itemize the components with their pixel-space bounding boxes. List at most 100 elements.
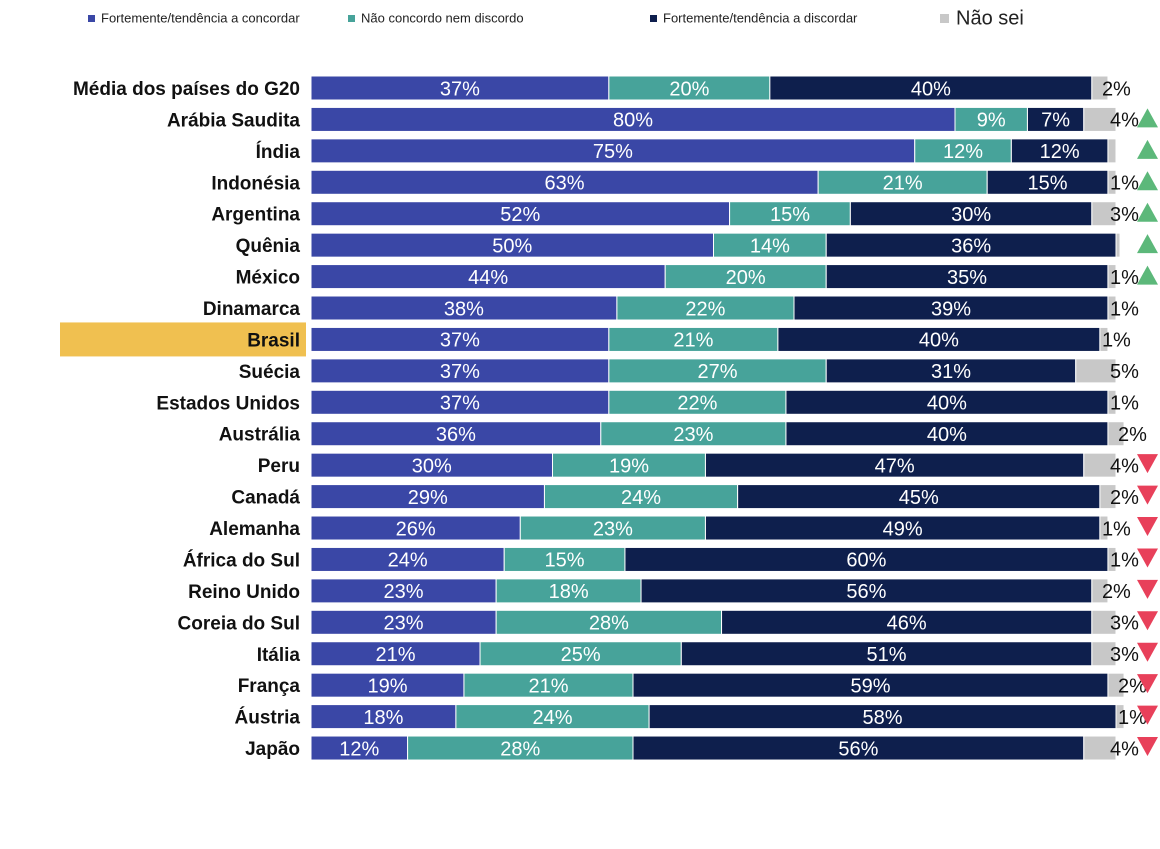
bar-segment xyxy=(1107,421,1125,447)
trend-down xyxy=(1137,737,1158,757)
value-label: 59% xyxy=(850,675,890,697)
bar-segment xyxy=(624,546,1109,572)
value-label: 56% xyxy=(838,738,878,760)
bar-segment xyxy=(310,704,457,730)
bar-segment xyxy=(1091,641,1117,667)
bar-segment xyxy=(1107,295,1117,321)
value-label: 9% xyxy=(977,110,1006,132)
value-label: 1% xyxy=(1110,298,1139,320)
bar-segment xyxy=(793,295,1109,321)
category-label: Dinamarca xyxy=(203,299,301,320)
bar-segment xyxy=(310,389,610,415)
bar-segment xyxy=(1083,106,1117,132)
category-label: México xyxy=(236,268,300,289)
value-label: 37% xyxy=(440,393,480,415)
value-label: 15% xyxy=(545,550,585,572)
value-label: 5% xyxy=(1110,361,1139,383)
bar-segment xyxy=(1107,169,1117,195)
value-label: 1% xyxy=(1102,330,1131,352)
category-label: Peru xyxy=(258,456,300,477)
bar-segment xyxy=(543,484,739,510)
value-label: 40% xyxy=(911,78,951,100)
value-label: 22% xyxy=(677,393,717,415)
value-label: 23% xyxy=(384,613,424,635)
value-label: 1% xyxy=(1118,707,1147,729)
value-label: 2% xyxy=(1110,487,1139,509)
bar-segment xyxy=(785,421,1109,447)
value-label: 63% xyxy=(545,173,585,195)
bar-segment xyxy=(1115,232,1121,258)
legend-label: Fortemente/tendência a concordar xyxy=(101,10,300,25)
bar-segment xyxy=(1083,452,1117,478)
bar-segment xyxy=(713,232,827,258)
bar-segment xyxy=(817,169,988,195)
trend-down xyxy=(1137,611,1158,631)
bar-segment xyxy=(1107,264,1117,290)
category-label: Austrália xyxy=(219,425,301,446)
trend-down xyxy=(1137,705,1158,725)
value-label: 15% xyxy=(1028,173,1068,195)
bar-segment xyxy=(310,546,505,572)
value-label: 22% xyxy=(685,298,725,320)
value-label: 56% xyxy=(846,581,886,603)
category-label: Indonésia xyxy=(211,173,300,194)
value-label: 12% xyxy=(339,738,379,760)
legend-swatch xyxy=(650,15,657,22)
bar-segment xyxy=(310,735,409,761)
value-label: 36% xyxy=(951,235,991,257)
value-label: 27% xyxy=(698,361,738,383)
category-label: Japão xyxy=(245,739,300,760)
bar-segment xyxy=(680,641,1093,667)
bar-segment xyxy=(704,452,1085,478)
legend-label: Não sei xyxy=(956,7,1024,29)
value-label: 21% xyxy=(528,675,568,697)
value-label: 21% xyxy=(376,644,416,666)
value-label: 18% xyxy=(363,707,403,729)
bar-segment xyxy=(1091,609,1117,635)
bar-segment xyxy=(785,389,1109,415)
legend-swatch xyxy=(940,14,949,23)
legend-label: Fortemente/tendência a discordar xyxy=(663,10,858,25)
category-label: Áustria xyxy=(235,707,301,729)
bar-segment xyxy=(640,578,1093,604)
value-label: 4% xyxy=(1110,738,1139,760)
bar-segment xyxy=(310,515,521,541)
bar-segment xyxy=(552,452,706,478)
bar-segment xyxy=(1083,735,1117,761)
bar-segment xyxy=(1115,704,1125,730)
value-label: 12% xyxy=(1040,141,1080,163)
bar-segment xyxy=(310,358,610,384)
trend-down xyxy=(1137,454,1158,474)
bar-segment xyxy=(310,232,714,258)
trend-up xyxy=(1137,139,1158,159)
trend-down xyxy=(1137,485,1158,505)
value-label: 21% xyxy=(673,330,713,352)
trend-down xyxy=(1137,579,1158,599)
bar-segment xyxy=(519,515,706,541)
trend-down xyxy=(1137,674,1158,694)
value-label: 1% xyxy=(1110,550,1139,572)
value-label: 19% xyxy=(367,675,407,697)
category-label: Itália xyxy=(257,645,301,666)
trend-down xyxy=(1137,517,1158,537)
bar-segment xyxy=(914,138,1012,164)
highlight xyxy=(60,322,306,357)
bar-segment xyxy=(608,75,771,101)
value-label: 20% xyxy=(726,267,766,289)
value-label: 1% xyxy=(1110,267,1139,289)
value-label: 30% xyxy=(951,204,991,226)
bar-segment xyxy=(664,264,827,290)
category-label: Suécia xyxy=(239,362,301,383)
bar-segment xyxy=(310,169,819,195)
value-label: 26% xyxy=(396,518,436,540)
bar-segment xyxy=(310,75,610,101)
value-label: 24% xyxy=(532,707,572,729)
value-label: 1% xyxy=(1110,173,1139,195)
value-label: 28% xyxy=(589,613,629,635)
bar-segment xyxy=(310,641,481,667)
bar-segment xyxy=(769,75,1093,101)
value-label: 37% xyxy=(440,78,480,100)
value-label: 23% xyxy=(384,581,424,603)
bar-segment xyxy=(954,106,1028,132)
bar-segment xyxy=(1107,546,1117,572)
